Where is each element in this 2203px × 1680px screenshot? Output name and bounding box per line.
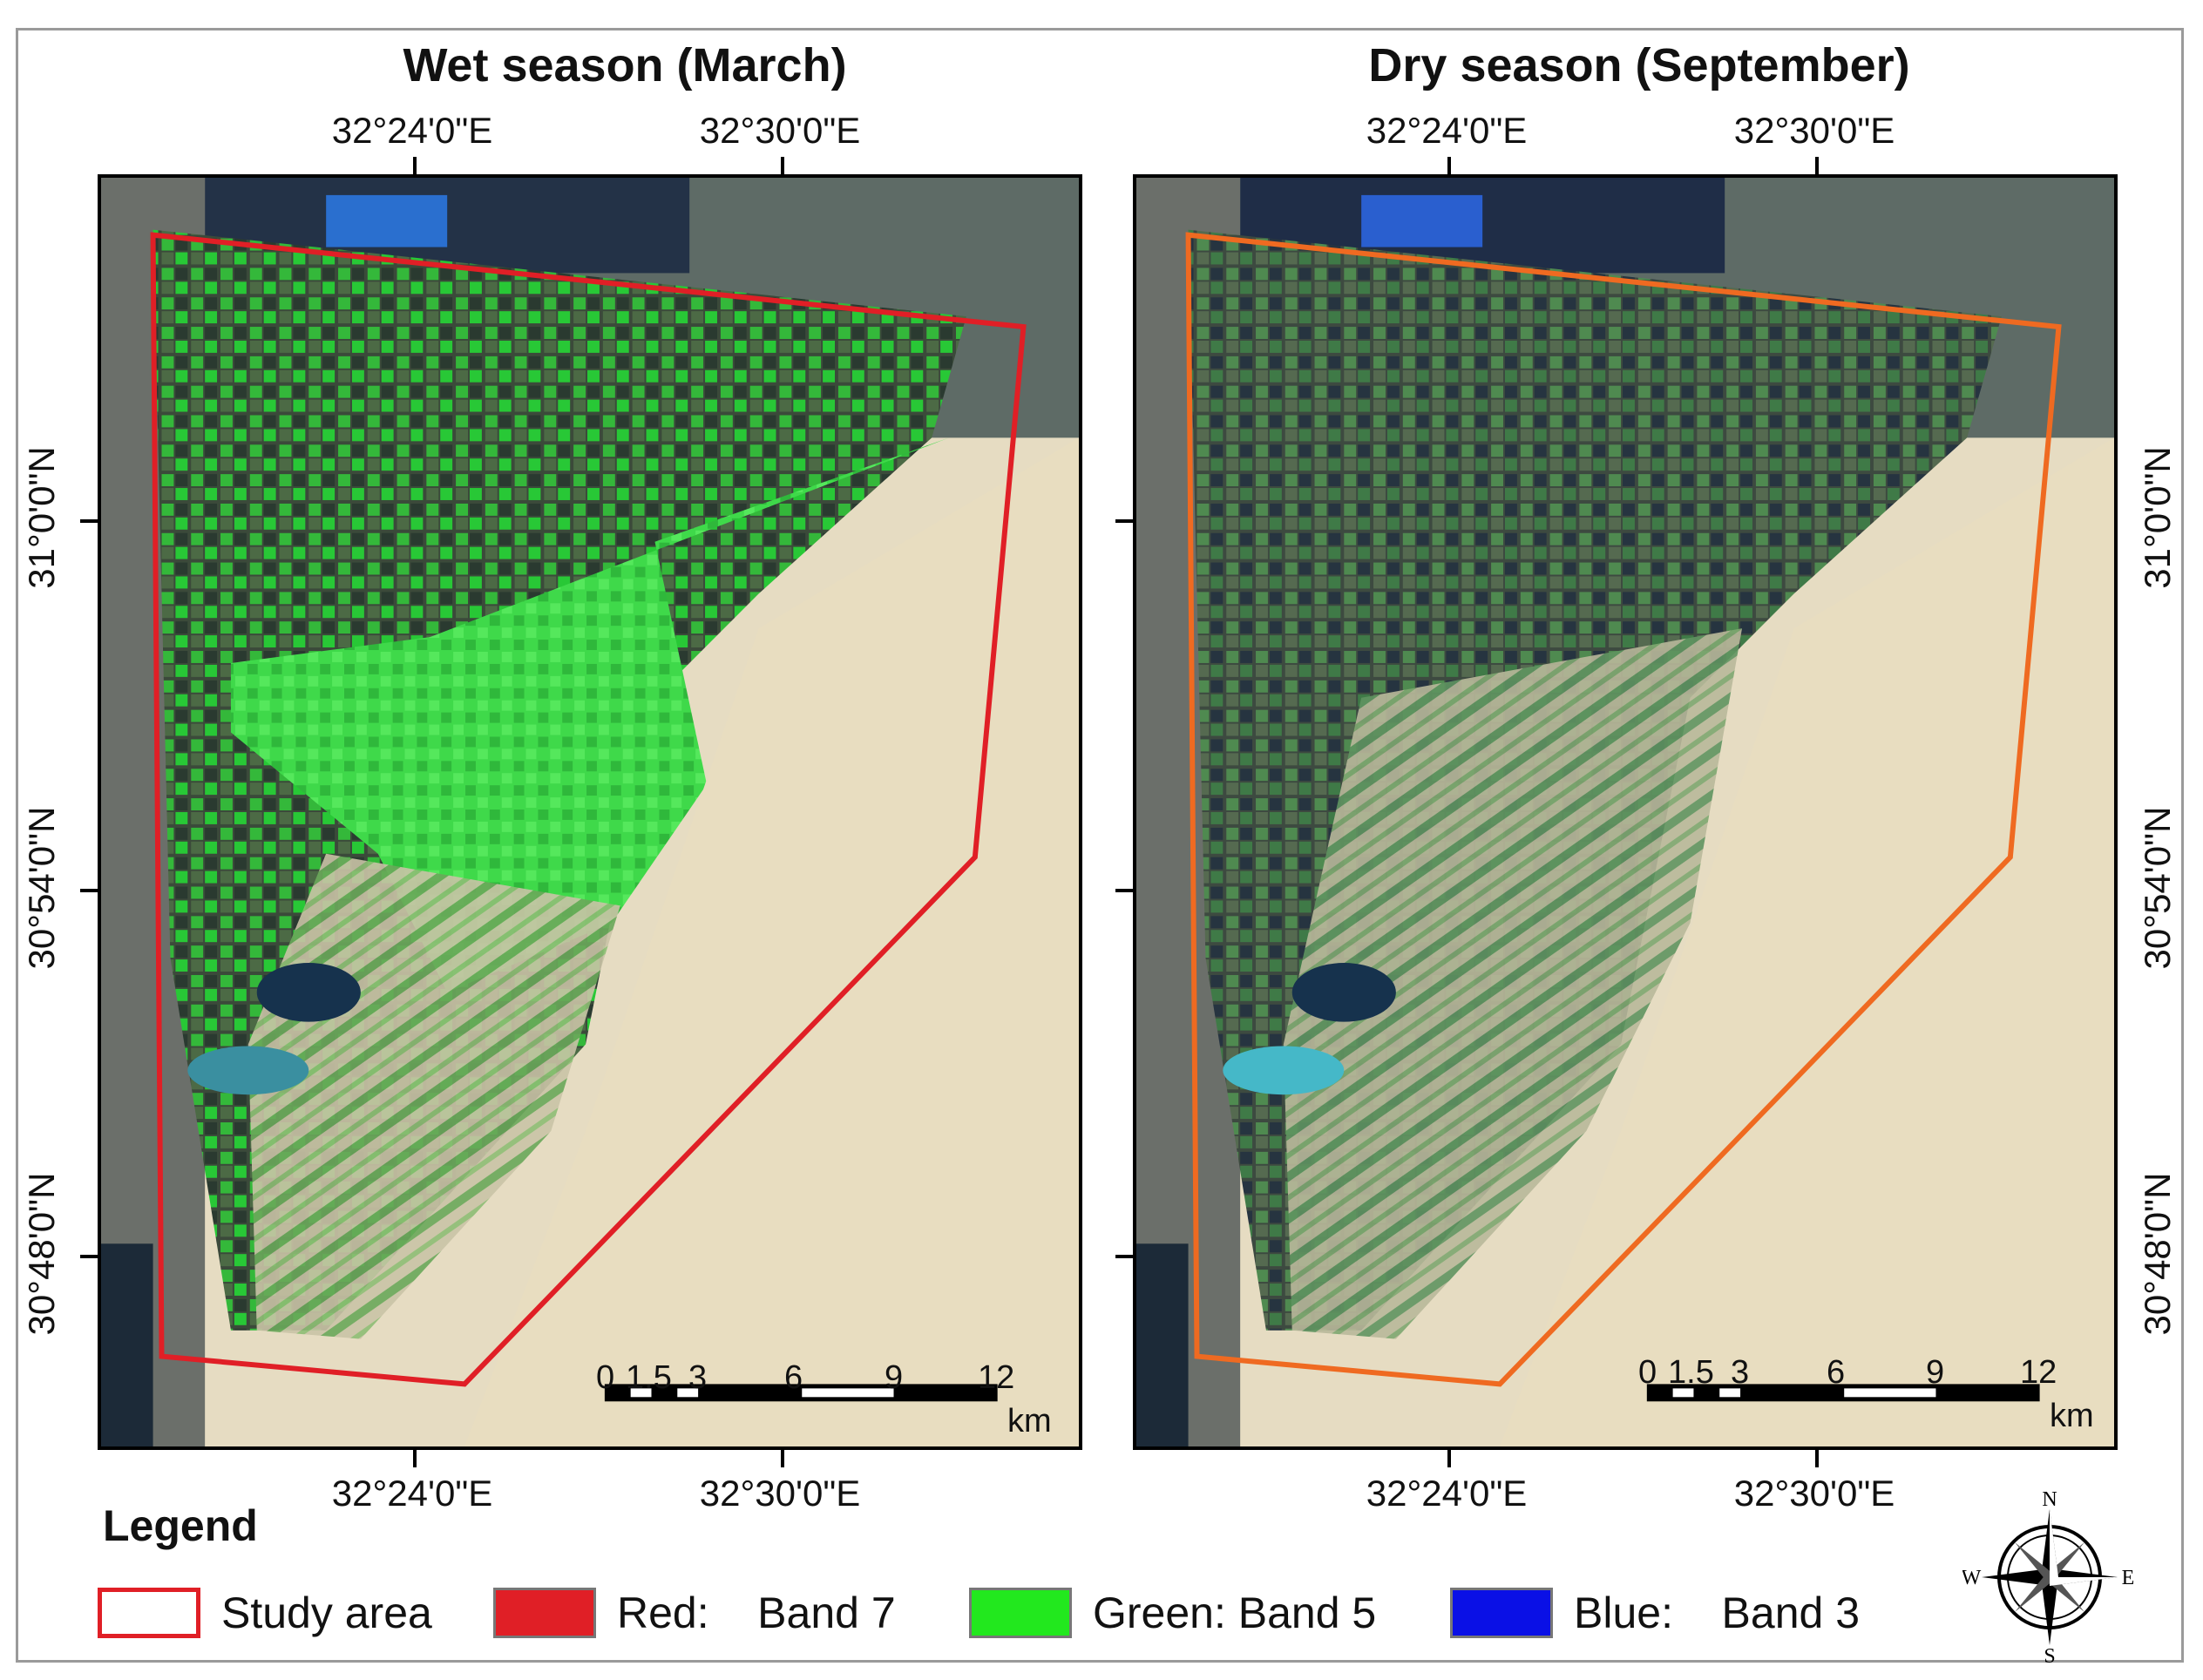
map-title-wet: Wet season (March) [403,39,847,91]
legend-swatch-study-area [98,1588,200,1638]
satellite-image-wet [101,178,1079,1446]
scale-unit: km [1007,1403,1052,1440]
study-area-boundary-wet [150,232,1027,1387]
scale-label: 0 [596,1359,615,1396]
scale-label: 12 [978,1359,1015,1396]
scale-label: 1.5 [1668,1354,1714,1391]
lat-label-1: 31°0'0"N [2137,446,2178,589]
scale-label: 3 [1731,1354,1750,1391]
map-wet-season[interactable] [98,174,1082,1450]
bottom-lon-label-2: 32°30'0"E [699,1473,861,1514]
tick [413,157,417,174]
tick [1447,1450,1451,1467]
top-lon-label-1: 32°24'0"E [1366,110,1528,151]
tick [781,1450,784,1467]
satellite-image-dry [1136,178,2114,1446]
scale-label: 3 [688,1359,708,1396]
map-title-dry: Dry season (September) [1368,39,1910,91]
scale-label: 0 [1638,1354,1657,1391]
scale-unit: km [2050,1398,2094,1434]
legend-swatch-red [493,1588,596,1638]
tick [80,1255,98,1258]
top-lon-label-1: 32°24'0"E [331,110,493,151]
lat-label-1: 31°0'0"N [21,446,62,589]
bottom-lon-label-1: 32°24'0"E [331,1473,493,1514]
figure-frame [16,28,2184,1663]
tick [1115,1255,1133,1258]
bottom-lon-label-1: 32°24'0"E [1366,1473,1528,1514]
tick [1447,157,1451,174]
lat-label-2: 30°54'0"N [21,806,62,970]
legend-swatch-green [969,1588,1072,1638]
compass-s: S [2044,1645,2055,1664]
legend-title: Legend [103,1501,258,1550]
legend-label-green: Green: Band 5 [1093,1589,1377,1637]
tick [1115,519,1133,523]
study-area-boundary-dry [1185,232,2062,1387]
scale-bar-dry [1646,1384,2040,1402]
lat-label-3: 30°48'0"N [21,1172,62,1336]
scale-label: 6 [1827,1354,1846,1391]
scale-bar-wet [604,1384,998,1402]
legend-label-red: Red: Band 7 [617,1589,896,1637]
scale-label: 9 [885,1359,904,1396]
compass-w: W [1962,1567,1982,1589]
legend-label-study-area: Study area [221,1589,432,1637]
scale-label: 6 [784,1359,803,1396]
tick [781,157,784,174]
compass-n: N [2042,1490,2057,1511]
tick [80,889,98,892]
legend: Study area Red: Band 7 Green: Band 5 Blu… [98,1582,1928,1645]
lat-label-2: 30°54'0"N [2137,806,2178,970]
map-dry-season[interactable] [1133,174,2118,1450]
bottom-lon-label-2: 32°30'0"E [1733,1473,1895,1514]
lat-label-3: 30°48'0"N [2137,1172,2178,1336]
tick [413,1450,417,1467]
tick [1815,157,1819,174]
compass-e: E [2122,1567,2135,1589]
tick [1815,1450,1819,1467]
scale-label: 9 [1926,1354,1945,1391]
tick [80,519,98,523]
scale-label: 12 [2020,1354,2057,1391]
top-lon-label-2: 32°30'0"E [1733,110,1895,151]
scale-label: 1.5 [626,1359,672,1396]
compass-rose-icon: N E S W [1962,1488,2137,1668]
legend-label-blue: Blue: Band 3 [1574,1589,1861,1637]
legend-swatch-blue [1450,1588,1553,1638]
tick [1115,889,1133,892]
top-lon-label-2: 32°30'0"E [699,110,861,151]
